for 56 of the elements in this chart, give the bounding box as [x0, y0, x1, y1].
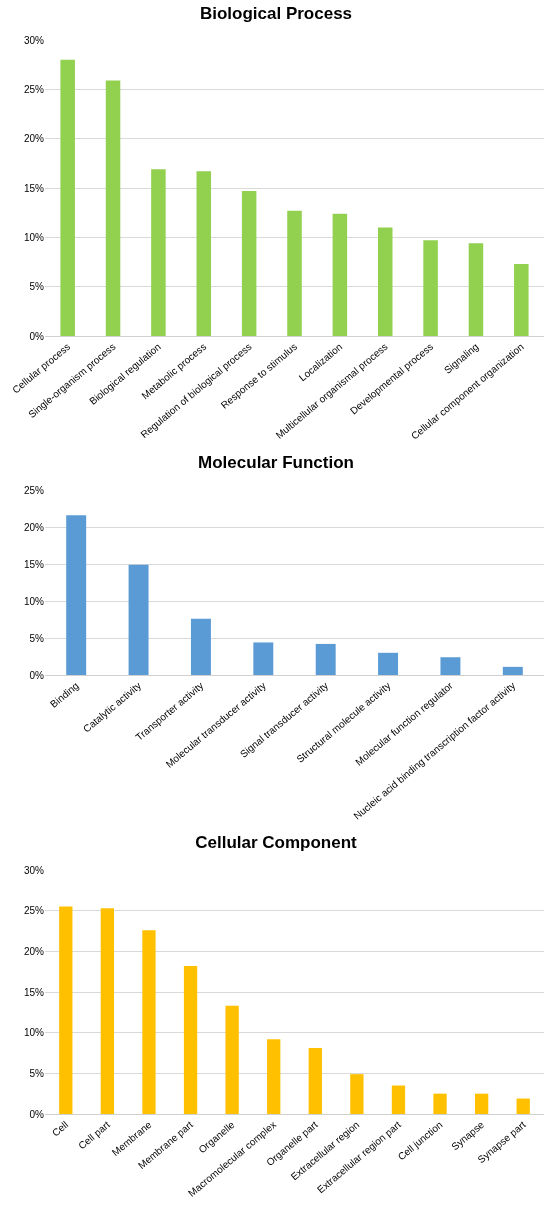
y-tick-label: 25% — [23, 484, 45, 496]
bar — [66, 515, 87, 675]
bar — [350, 1074, 364, 1114]
bar — [241, 190, 257, 336]
bar — [190, 618, 211, 675]
bar — [391, 1085, 406, 1114]
bar — [474, 1093, 489, 1114]
bar — [308, 1048, 322, 1114]
bar — [315, 643, 336, 675]
y-tick-label: 0% — [29, 1108, 45, 1120]
bar — [423, 240, 438, 336]
y-tick-label: 10% — [23, 595, 45, 607]
y-tick-label: 15% — [23, 986, 45, 998]
chart-title: Cellular Component — [195, 832, 358, 852]
bar — [100, 908, 115, 1114]
bar — [516, 1098, 530, 1114]
y-tick-label: 15% — [23, 558, 45, 570]
y-tick-label: 5% — [29, 632, 45, 644]
bar — [332, 213, 348, 336]
bar — [128, 564, 149, 675]
y-tick-label: 25% — [23, 905, 45, 917]
bar — [440, 657, 461, 675]
bar — [287, 210, 302, 336]
bar — [502, 666, 523, 675]
chart-title: Molecular Function — [198, 452, 354, 472]
bar — [105, 80, 121, 336]
y-tick-label: 10% — [23, 231, 45, 243]
bar — [377, 227, 393, 336]
x-tick-label: Cell part — [76, 1118, 113, 1152]
bar — [267, 1039, 281, 1114]
y-tick-label: 0% — [29, 669, 45, 681]
x-tick-label: Cell — [50, 1118, 71, 1139]
y-tick-label: 0% — [29, 330, 45, 342]
bar — [196, 171, 212, 336]
y-tick-label: 20% — [23, 945, 45, 957]
bar — [468, 243, 484, 336]
chart-title: Biological Process — [199, 3, 353, 23]
bar — [142, 930, 156, 1114]
y-tick-label: 20% — [23, 133, 45, 145]
bar — [378, 652, 399, 675]
y-tick-label: 30% — [23, 34, 45, 46]
bar — [225, 1005, 239, 1114]
bar — [60, 59, 75, 336]
bar — [433, 1093, 447, 1114]
bar — [514, 263, 529, 336]
y-tick-label: 15% — [23, 182, 45, 194]
y-tick-label: 10% — [23, 1027, 45, 1039]
y-tick-label: 20% — [23, 521, 45, 533]
bar — [253, 642, 274, 675]
bar — [151, 169, 166, 336]
y-tick-label: 30% — [23, 864, 45, 876]
y-tick-label: 25% — [23, 83, 45, 95]
bar — [183, 965, 198, 1114]
y-tick-label: 5% — [29, 281, 45, 293]
bar — [59, 906, 73, 1114]
y-tick-label: 5% — [29, 1067, 45, 1079]
